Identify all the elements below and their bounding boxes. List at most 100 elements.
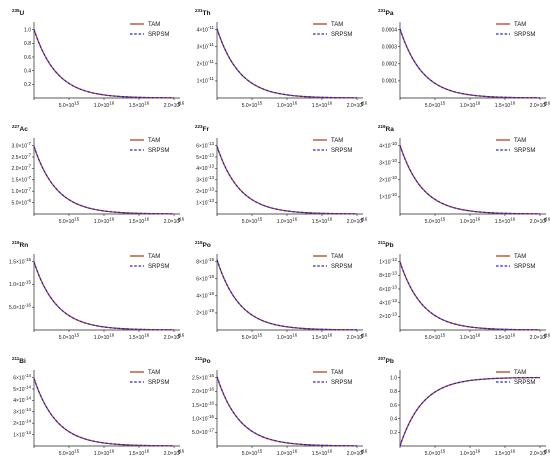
series-srpsm-line	[216, 146, 358, 215]
x-tick-label: 2.0×1016	[347, 101, 368, 110]
legend-label: SRPSM	[331, 380, 352, 386]
y-tick-label: 4×10-11	[197, 25, 215, 34]
x-tick-label: 1.5×1016	[129, 101, 150, 110]
series-tam-line	[216, 28, 358, 99]
y-tick-label: 2×10-10	[379, 175, 397, 184]
series-srpsm-line	[399, 145, 541, 215]
x-axis-label: t	[361, 217, 364, 224]
x-tick-label: 2.0×1016	[347, 449, 368, 458]
x-tick-label: 2.0×1016	[164, 333, 185, 342]
y-tick-label: 2×10-13	[379, 312, 397, 321]
y-tick-label: 4×10-13	[379, 298, 397, 307]
chart-panel: 211Pb 5.0×1015 1.0×1016 1.5×1016 2.0×1016 t 2×…	[368, 234, 550, 350]
legend-label: TAM	[514, 22, 526, 28]
y-tick-label: 5.0×10-16	[9, 303, 31, 312]
x-tick-label: 5.0×1015	[425, 217, 446, 226]
y-tick-label: 5.0×10-6	[12, 198, 32, 207]
x-tick-label: 1.0×1016	[94, 217, 115, 226]
x-tick-label: 1.0×1016	[94, 449, 115, 458]
legend-label: SRPSM	[148, 148, 169, 154]
x-tick-label: 1.5×1016	[312, 217, 333, 226]
x-tick-label: 2.0×1016	[347, 217, 368, 226]
series-tam-line	[33, 29, 175, 99]
y-tick-label: 1.0	[390, 375, 397, 381]
y-tick-label: 0.2	[390, 430, 397, 436]
x-tick-label: 2.0×1016	[530, 217, 550, 226]
y-tick-label: 0.0004	[382, 27, 398, 33]
x-axis-label: t	[361, 449, 364, 456]
y-tick-label: 4×10-13	[196, 164, 214, 173]
nuclide-label: 207Pb	[378, 356, 394, 365]
x-tick-label: 1.0×1016	[460, 217, 481, 226]
y-tick-label: 3×10-14	[13, 407, 31, 416]
legend-label: SRPSM	[331, 148, 352, 154]
chart-panel: 223Fr 5.0×1015 1.0×1016 1.5×1016 2.0×1016 t 1×…	[185, 118, 368, 234]
chart-panel: 219Rn 5.0×1015 1.0×1016 1.5×1016 2.0×1016 t 5.…	[2, 234, 185, 350]
y-tick-label: 0.0002	[382, 62, 398, 68]
x-tick-label: 1.5×1016	[129, 217, 150, 226]
y-tick-label: 1×10-13	[196, 198, 214, 207]
y-tick-label: 4×10-14	[13, 396, 31, 405]
legend-label: TAM	[148, 22, 160, 28]
y-tick-label: 0.4	[390, 416, 397, 422]
y-tick-label: 3.0×10-7	[12, 141, 32, 150]
y-tick-label: 1.5×10-15	[9, 257, 31, 266]
legend-label: TAM	[331, 138, 343, 144]
y-tick-label: 8×10-19	[196, 257, 214, 266]
y-tick-label: 4×10-10	[379, 141, 397, 150]
chart-panel: 215Po 5.0×1015 1.0×1016 1.5×1016 2.0×1016 t 2×…	[185, 234, 368, 350]
series-tam-line	[216, 146, 358, 215]
x-tick-label: 2.0×1016	[530, 449, 550, 458]
y-tick-label: 3×10-10	[379, 158, 397, 167]
x-tick-label: 5.0×1015	[59, 333, 80, 342]
y-tick-label: 2×10-14	[13, 419, 31, 428]
y-tick-label: 1.0×10-15	[9, 280, 31, 289]
legend-label: SRPSM	[331, 264, 352, 270]
legend-label: SRPSM	[331, 32, 352, 38]
y-tick-label: 6×10-13	[196, 141, 214, 150]
series-srpsm-line	[399, 261, 541, 331]
legend-label: TAM	[331, 370, 343, 376]
y-tick-label: 1.5×10-7	[12, 175, 32, 184]
x-axis-label: t	[361, 101, 364, 108]
y-tick-label: 6×10-13	[379, 284, 397, 293]
nuclide-label: 231Pa	[378, 8, 394, 17]
y-tick-label: 1.0	[24, 27, 31, 33]
x-tick-label: 2.0×1016	[164, 449, 185, 458]
x-tick-label: 2.0×1016	[530, 333, 550, 342]
y-tick-label: 1.5×10-16	[192, 400, 214, 409]
x-axis-label: t	[544, 449, 547, 456]
series-srpsm-line	[216, 376, 358, 447]
x-axis-label: t	[544, 101, 547, 108]
y-tick-label: 2×10-13	[196, 187, 214, 196]
y-tick-label: 0.2	[24, 82, 31, 88]
legend-label: SRPSM	[148, 32, 169, 38]
nuclide-label: 211Po	[195, 356, 211, 365]
y-tick-label: 0.0003	[382, 45, 398, 51]
x-tick-label: 5.0×1015	[425, 101, 446, 110]
x-tick-label: 1.0×1016	[94, 101, 115, 110]
y-tick-label: 1.0×10-7	[12, 187, 32, 196]
legend-label: SRPSM	[148, 380, 169, 386]
series-srpsm-line	[216, 28, 358, 99]
x-tick-label: 5.0×1015	[425, 449, 446, 458]
legend-label: SRPSM	[148, 264, 169, 270]
series-tam-line	[399, 261, 541, 331]
legend-label: SRPSM	[514, 380, 535, 386]
series-tam-line	[33, 261, 175, 331]
nuclide-label: 211Bi	[12, 356, 26, 365]
x-tick-label: 1.5×1016	[495, 449, 516, 458]
x-tick-label: 1.0×1016	[460, 101, 481, 110]
x-tick-label: 5.0×1015	[242, 101, 263, 110]
x-tick-label: 1.5×1016	[129, 333, 150, 342]
x-tick-label: 1.5×1016	[312, 333, 333, 342]
legend-label: SRPSM	[514, 32, 535, 38]
series-srpsm-line	[33, 261, 175, 331]
